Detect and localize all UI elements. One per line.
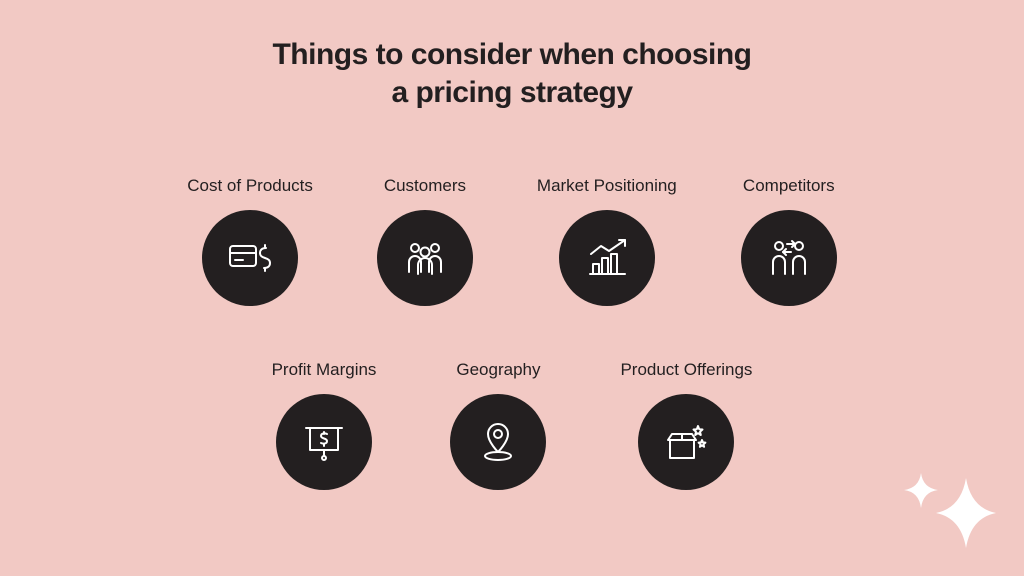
people-group-icon	[399, 232, 451, 284]
box-stars-icon	[660, 416, 712, 468]
page-title: Things to consider when choosing a prici…	[0, 36, 1024, 111]
chart-growth-icon	[581, 232, 633, 284]
row-2: Profit Margins Geography	[0, 360, 1024, 490]
icon-circle	[276, 394, 372, 490]
item-cost-of-products: Cost of Products	[187, 176, 313, 306]
sparkle-large	[936, 478, 996, 548]
item-competitors: Competitors	[741, 176, 837, 306]
icon-circle	[638, 394, 734, 490]
title-line-2: a pricing strategy	[391, 76, 632, 109]
item-market-positioning: Market Positioning	[537, 176, 677, 306]
item-label: Competitors	[743, 176, 835, 196]
sparkle-decoration-icon	[886, 438, 1006, 558]
competitors-icon	[763, 232, 815, 284]
item-profit-margins: Profit Margins	[272, 360, 377, 490]
map-pin-icon	[472, 416, 524, 468]
row-1: Cost of Products Customers	[0, 176, 1024, 306]
item-label: Market Positioning	[537, 176, 677, 196]
item-geography: Geography	[450, 360, 546, 490]
card-dollar-icon	[224, 232, 276, 284]
icon-circle	[450, 394, 546, 490]
item-label: Cost of Products	[187, 176, 313, 196]
sparkle-small	[904, 473, 938, 508]
item-label: Customers	[384, 176, 466, 196]
icon-circle	[741, 210, 837, 306]
infographic-canvas: Things to consider when choosing a prici…	[0, 0, 1024, 576]
item-customers: Customers	[377, 176, 473, 306]
item-product-offerings: Product Offerings	[620, 360, 752, 490]
item-label: Geography	[456, 360, 540, 380]
item-label: Profit Margins	[272, 360, 377, 380]
item-label: Product Offerings	[620, 360, 752, 380]
title-line-1: Things to consider when choosing	[272, 38, 751, 71]
icon-circle	[202, 210, 298, 306]
icon-circle	[377, 210, 473, 306]
projector-dollar-icon	[298, 416, 350, 468]
icon-circle	[559, 210, 655, 306]
